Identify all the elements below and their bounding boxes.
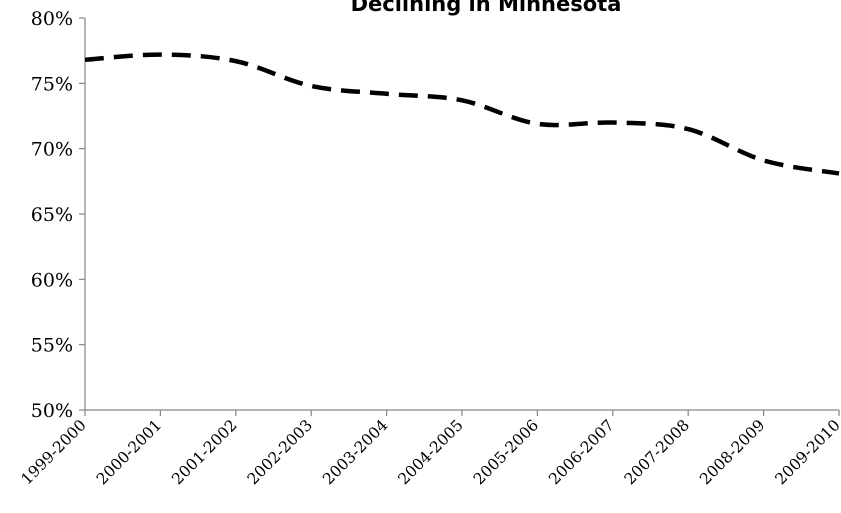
x-tick-label: 2006-2007 <box>545 416 617 488</box>
x-tick-label: 2008-2009 <box>696 416 768 488</box>
y-tick-label: 80% <box>31 8 73 30</box>
x-tick-label: 2005-2006 <box>470 416 542 488</box>
y-tick-label: 65% <box>31 204 73 226</box>
plot-area <box>84 52 840 176</box>
data-point <box>535 122 539 126</box>
x-tick-label: 1999-2000 <box>18 416 90 488</box>
chart-title: Declining in Minnesota <box>351 0 622 16</box>
series-line-0 <box>84 52 840 176</box>
x-tick-label: 2002-2003 <box>244 416 316 488</box>
x-tick-label: 2003-2004 <box>319 416 391 488</box>
x-tick-label: 2004-2005 <box>395 416 467 488</box>
axes: 50%55%60%65%70%75%80%1999-2000 2000-2001 2… <box>18 8 841 488</box>
y-tick-label: 70% <box>31 139 73 161</box>
y-tick-label: 60% <box>31 269 73 291</box>
x-tick-label: 2007-2008 <box>621 416 693 488</box>
x-tick-label: 2000-2001 <box>93 416 165 488</box>
x-tick-label: 2009-2010 <box>772 416 841 488</box>
y-tick-label: 55% <box>31 335 73 357</box>
y-tick-label: 75% <box>31 73 73 95</box>
x-tick-label: 2001-2002 <box>168 416 240 488</box>
y-tick-label: 50% <box>31 400 73 422</box>
